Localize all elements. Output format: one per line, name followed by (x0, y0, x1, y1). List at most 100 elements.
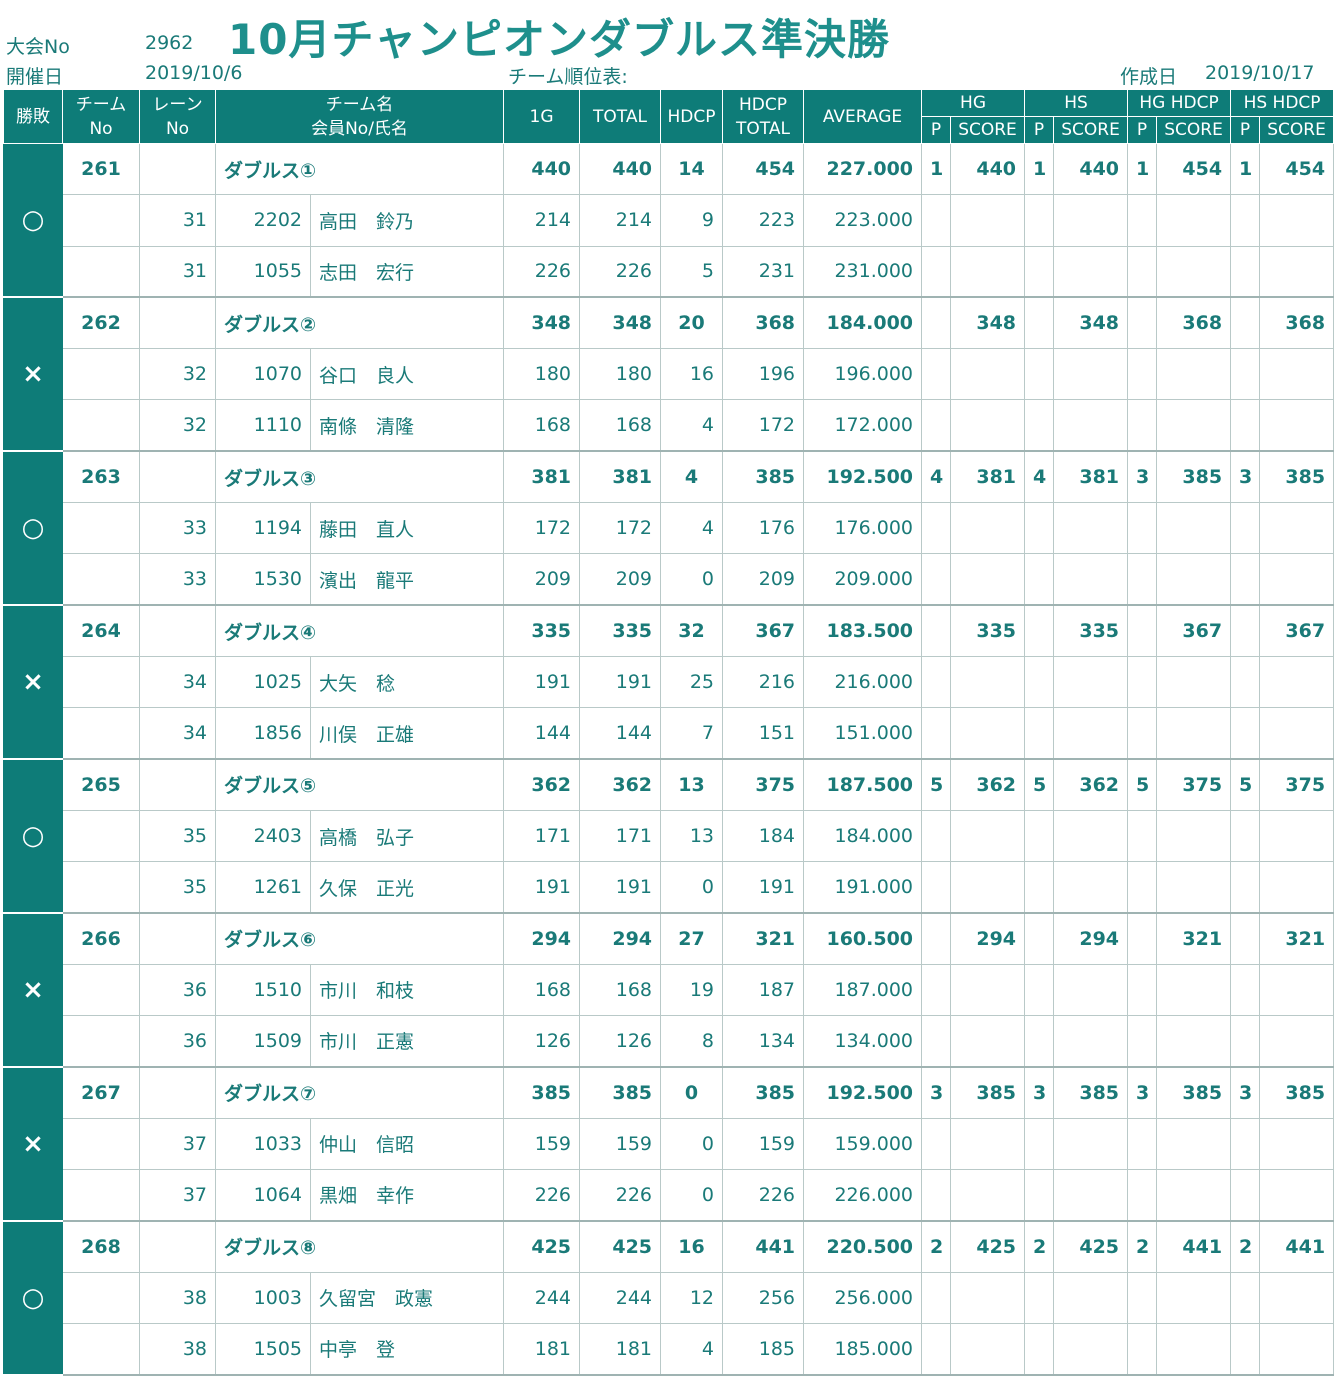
team-hsh-p: 2 (1230, 1220, 1261, 1273)
team-hgh-p: 5 (1127, 758, 1158, 811)
lane-no: 36 (139, 963, 216, 1017)
team-hs: 425 (1053, 1220, 1129, 1273)
header-hsh-p: P (1230, 116, 1261, 144)
empty-cell (950, 245, 1026, 299)
empty-cell (1156, 553, 1232, 607)
empty-cell (1024, 553, 1055, 607)
empty-cell (1053, 655, 1129, 709)
member-total: 226 (579, 1168, 662, 1222)
member-no: 1856 (215, 707, 311, 761)
member-average: 151.000 (803, 707, 923, 761)
member-hdcp-total: 196 (722, 348, 805, 401)
member-average: 226.000 (803, 1168, 923, 1222)
empty-cell (1127, 1015, 1158, 1068)
member-row: 38 1505 中亭 登 181 181 4 185 185.000 (4, 1322, 1335, 1376)
team-hsh-p (1230, 912, 1261, 965)
member-average: 209.000 (803, 553, 923, 607)
team-no: 268 (62, 1220, 140, 1273)
header-hdcp: HDCP (660, 89, 724, 144)
member-g1: 191 (503, 861, 581, 914)
member-hdcp-total: 185 (722, 1322, 805, 1376)
team-no-empty (62, 348, 140, 401)
member-name: 久留宮 政憲 (309, 1271, 505, 1324)
member-no: 1055 (215, 245, 311, 299)
member-no: 2403 (215, 809, 311, 863)
result-cell: ○ (3, 450, 63, 607)
team-hdcp: 27 (660, 912, 724, 965)
team-hs: 440 (1053, 142, 1129, 196)
member-g1: 172 (503, 502, 581, 555)
empty-cell (1127, 1271, 1158, 1324)
member-no: 1003 (215, 1271, 311, 1324)
team-no-empty (62, 809, 140, 863)
team-row: × 266 ダブルス⑥ 294 294 27 321 160.500 294 294 321 321 (3, 912, 1335, 1068)
empty-cell (1024, 1117, 1055, 1170)
member-hdcp-total: 216 (722, 655, 805, 709)
member-total: 181 (579, 1322, 662, 1376)
member-row: 34 1025 大矢 稔 191 191 25 216 216.000 (4, 655, 1335, 709)
result-cell: ○ (3, 758, 63, 914)
empty-cell (1024, 707, 1055, 761)
empty-cell (1259, 1015, 1335, 1068)
member-no: 1070 (215, 348, 311, 401)
empty-cell (1127, 809, 1158, 863)
header-hg: HG (921, 89, 1026, 117)
member-name: 南條 清隆 (309, 399, 505, 453)
team-hg-p: 3 (921, 1066, 952, 1119)
member-average: 191.000 (803, 861, 923, 914)
team-total: 381 (579, 450, 662, 504)
empty-cell (950, 655, 1026, 709)
member-average: 256.000 (803, 1271, 923, 1324)
member-no: 1025 (215, 655, 311, 709)
member-hdcp: 12 (660, 1271, 724, 1324)
team-hg: 381 (950, 450, 1026, 504)
empty-cell (1230, 809, 1261, 863)
empty-cell (1024, 1271, 1055, 1324)
member-hdcp: 4 (660, 1322, 724, 1376)
member-g1: 214 (503, 194, 581, 247)
lane-no: 34 (139, 655, 216, 709)
empty-cell (921, 399, 952, 453)
team-average: 187.500 (803, 758, 923, 811)
result-cell: × (3, 1066, 63, 1222)
member-name: 藤田 直人 (309, 502, 505, 555)
empty-cell (1024, 399, 1055, 453)
member-no: 1261 (215, 861, 311, 914)
lane-no: 38 (139, 1322, 216, 1376)
member-row: 31 2202 高田 鈴乃 214 214 9 223 223.000 (4, 194, 1335, 247)
lane-no (139, 1220, 216, 1273)
tournament-no: 2962 (145, 32, 194, 54)
team-hs-p: 2 (1024, 1220, 1055, 1273)
team-hgh-p: 1 (1127, 142, 1158, 196)
member-row: 36 1509 市川 正憲 126 126 8 134 134.000 (4, 1015, 1335, 1068)
team-hdcp-total: 368 (722, 296, 805, 350)
team-name: ダブルス⑤ (214, 758, 505, 811)
empty-cell (921, 707, 952, 761)
member-row: 34 1856 川俣 正雄 144 144 7 151 151.000 (4, 707, 1335, 761)
header-hsh-score: SCORE (1259, 116, 1335, 144)
event-date: 2019/10/6 (145, 62, 243, 84)
member-total: 144 (579, 707, 662, 761)
team-hgh-p: 3 (1127, 1066, 1158, 1119)
team-no-empty (62, 194, 140, 247)
team-hgh-p (1127, 296, 1158, 350)
header-hgh-p: P (1127, 116, 1158, 144)
empty-cell (1127, 553, 1158, 607)
empty-cell (1230, 1117, 1261, 1170)
empty-cell (950, 861, 1026, 914)
empty-cell (1156, 502, 1232, 555)
member-name: 大矢 稔 (309, 655, 505, 709)
team-no-empty (62, 1168, 140, 1222)
member-hdcp: 7 (660, 707, 724, 761)
empty-cell (1053, 1322, 1129, 1376)
empty-cell (921, 861, 952, 914)
team-name: ダブルス⑧ (214, 1220, 505, 1273)
team-hsh: 321 (1259, 912, 1335, 965)
team-hs: 381 (1053, 450, 1129, 504)
empty-cell (1127, 194, 1158, 247)
team-hs-p (1024, 912, 1055, 965)
member-total: 168 (579, 963, 662, 1017)
team-name: ダブルス⑦ (214, 1066, 505, 1119)
member-no: 2202 (215, 194, 311, 247)
member-g1: 191 (503, 655, 581, 709)
